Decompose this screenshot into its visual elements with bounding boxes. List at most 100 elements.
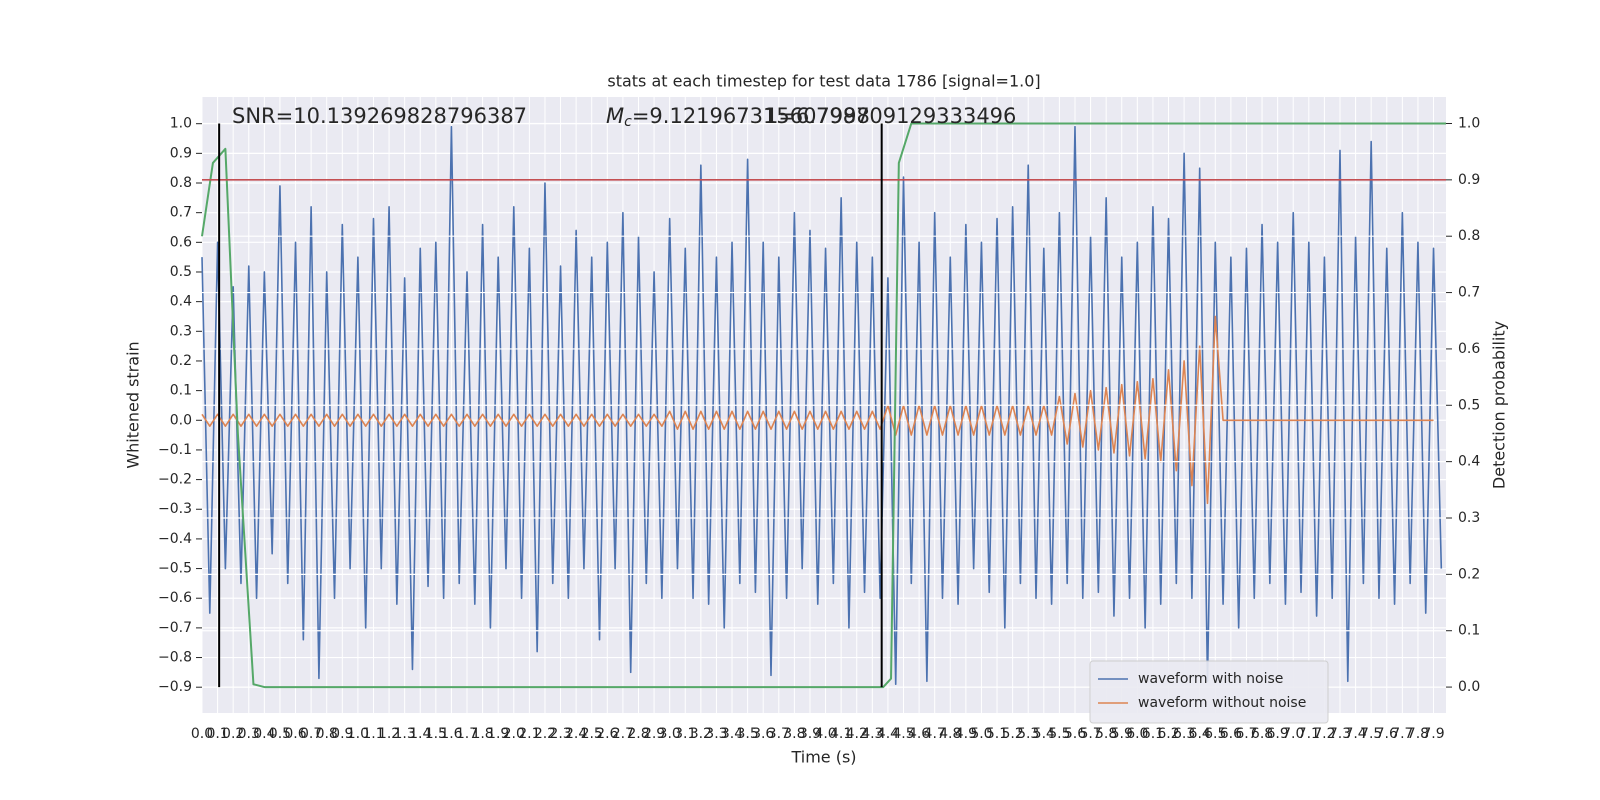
y-tick-label: 0.5 (170, 264, 192, 280)
x-tick-label: 5.0 (970, 726, 992, 742)
x-axis-label: Time (s) (790, 748, 856, 767)
x-tick-label: 2.6 (596, 726, 618, 742)
y2-tick-label: 0.4 (1458, 454, 1480, 470)
y-tick-label: 0.1 (170, 383, 192, 399)
y-tick-label: 0.4 (170, 294, 192, 310)
annotation-subscript: c (624, 114, 632, 130)
x-tick-label: 1.6 (440, 726, 462, 742)
x-tick-label: 6.9 (1267, 726, 1289, 742)
x-tick-label: 0.4 (253, 726, 275, 742)
x-tick-label: 2.9 (643, 726, 665, 742)
y-axis-label: Whitened strain (124, 341, 143, 468)
x-tick-label: 4.0 (814, 726, 836, 742)
x-tick-label: 6.8 (1251, 726, 1273, 742)
y-tick-label: −0.5 (158, 561, 192, 577)
x-tick-label: 7.1 (1298, 726, 1320, 742)
x-tick-label: 7.5 (1360, 726, 1382, 742)
x-tick-label: 7.3 (1329, 726, 1351, 742)
x-tick-label: 3.1 (674, 726, 696, 742)
series-line (201, 122, 1446, 689)
x-tick-label: 1.0 (347, 726, 369, 742)
y2-tick-label: 0.2 (1458, 566, 1480, 582)
x-tick-label: 7.4 (1344, 726, 1366, 742)
x-tick-label: 2.8 (627, 726, 649, 742)
y2-tick-label: 1.0 (1458, 115, 1480, 131)
x-tick-label: 1.8 (471, 726, 493, 742)
x-tick-label: 0.3 (238, 726, 260, 742)
y-tick-label: 0.8 (170, 175, 192, 191)
x-tick-label: 0.9 (331, 726, 353, 742)
x-tick-label: 0.8 (316, 726, 338, 742)
x-tick-label: 4.7 (924, 726, 946, 742)
x-tick-label: 5.7 (1079, 726, 1101, 742)
x-tick-label: 2.7 (612, 726, 634, 742)
y2-tick-label: 0.8 (1458, 228, 1480, 244)
x-tick-label: 0.7 (300, 726, 322, 742)
x-tick-label: 1.9 (487, 726, 509, 742)
x-tick-label: 4.4 (877, 726, 899, 742)
x-tick-label: 4.9 (955, 726, 977, 742)
x-tick-label: 5.8 (1095, 726, 1117, 742)
y-tick-label: 1.0 (170, 116, 192, 132)
x-tick-label: 3.8 (783, 726, 805, 742)
x-tick-label: 5.9 (1111, 726, 1133, 742)
y2-tick-label: 0.7 (1458, 285, 1480, 301)
x-tick-label: 7.9 (1422, 726, 1444, 742)
x-tick-label: 6.6 (1220, 726, 1242, 742)
x-tick-label: 1.7 (456, 726, 478, 742)
x-tick-label: 3.3 (705, 726, 727, 742)
x-tick-label: 2.3 (549, 726, 571, 742)
y-tick-label: 0.7 (170, 205, 192, 221)
x-tick-label: 3.9 (799, 726, 821, 742)
x-tick-label: 2.4 (565, 726, 587, 742)
x-tick-label: 3.7 (768, 726, 790, 742)
annotation: 1=6.798709129333496 (765, 104, 1016, 128)
y2-tick-label: 0.6 (1458, 341, 1480, 357)
x-tick-label: 1.1 (362, 726, 384, 742)
series-line (201, 125, 1443, 686)
x-tick-label: 2.5 (581, 726, 603, 742)
x-tick-label: 5.5 (1048, 726, 1070, 742)
x-tick-label: 7.0 (1282, 726, 1304, 742)
x-tick-label: 0.2 (222, 726, 244, 742)
annotation-symbol: M (606, 104, 624, 128)
x-tick-label: 5.1 (986, 726, 1008, 742)
x-tick-label: 6.7 (1235, 726, 1257, 742)
y-tick-label: −0.9 (158, 679, 192, 695)
chart-title: stats at each timestep for test data 178… (607, 72, 1040, 91)
x-tick-label: 3.5 (736, 726, 758, 742)
y-tick-label: −0.4 (158, 531, 192, 547)
x-tick-label: 0.1 (206, 726, 228, 742)
y2-tick-label: 0.3 (1458, 510, 1480, 526)
annotation: Mc=9.121967315607998 (606, 104, 870, 130)
x-tick-label: 5.6 (1064, 726, 1086, 742)
x-tick-label: 4.2 (846, 726, 868, 742)
x-tick-label: 6.5 (1204, 726, 1226, 742)
y2-axis-label: Detection probability (1490, 321, 1509, 489)
x-tick-label: 0.6 (284, 726, 306, 742)
y-tick-label: 0.9 (170, 145, 192, 161)
y2-tick-label: 0.0 (1458, 679, 1480, 695)
annotation: SNR=10.139269828796387 (232, 104, 527, 128)
y2-tick-label: 0.1 (1458, 623, 1480, 639)
annotation-value: =9.121967315607998 (632, 104, 870, 128)
y-tick-label: 0.2 (170, 353, 192, 369)
x-tick-label: 7.7 (1391, 726, 1413, 742)
x-tick-label: 5.3 (1017, 726, 1039, 742)
x-tick-label: 3.0 (659, 726, 681, 742)
legend-box (1089, 660, 1329, 724)
x-tick-label: 1.5 (425, 726, 447, 742)
x-tick-label: 4.6 (908, 726, 930, 742)
y-tick-label: −0.6 (158, 590, 192, 606)
x-tick-label: 2.0 (503, 726, 525, 742)
x-tick-label: 2.1 (518, 726, 540, 742)
x-tick-label: 6.1 (1142, 726, 1164, 742)
y-tick-label: −0.3 (158, 501, 192, 517)
y-tick-label: −0.8 (158, 650, 192, 666)
y2-tick-label: 0.9 (1458, 172, 1480, 188)
y-tick-label: −0.7 (158, 620, 192, 636)
x-tick-label: 5.4 (1033, 726, 1055, 742)
y-tick-label: −0.2 (158, 472, 192, 488)
x-tick-label: 6.0 (1126, 726, 1148, 742)
